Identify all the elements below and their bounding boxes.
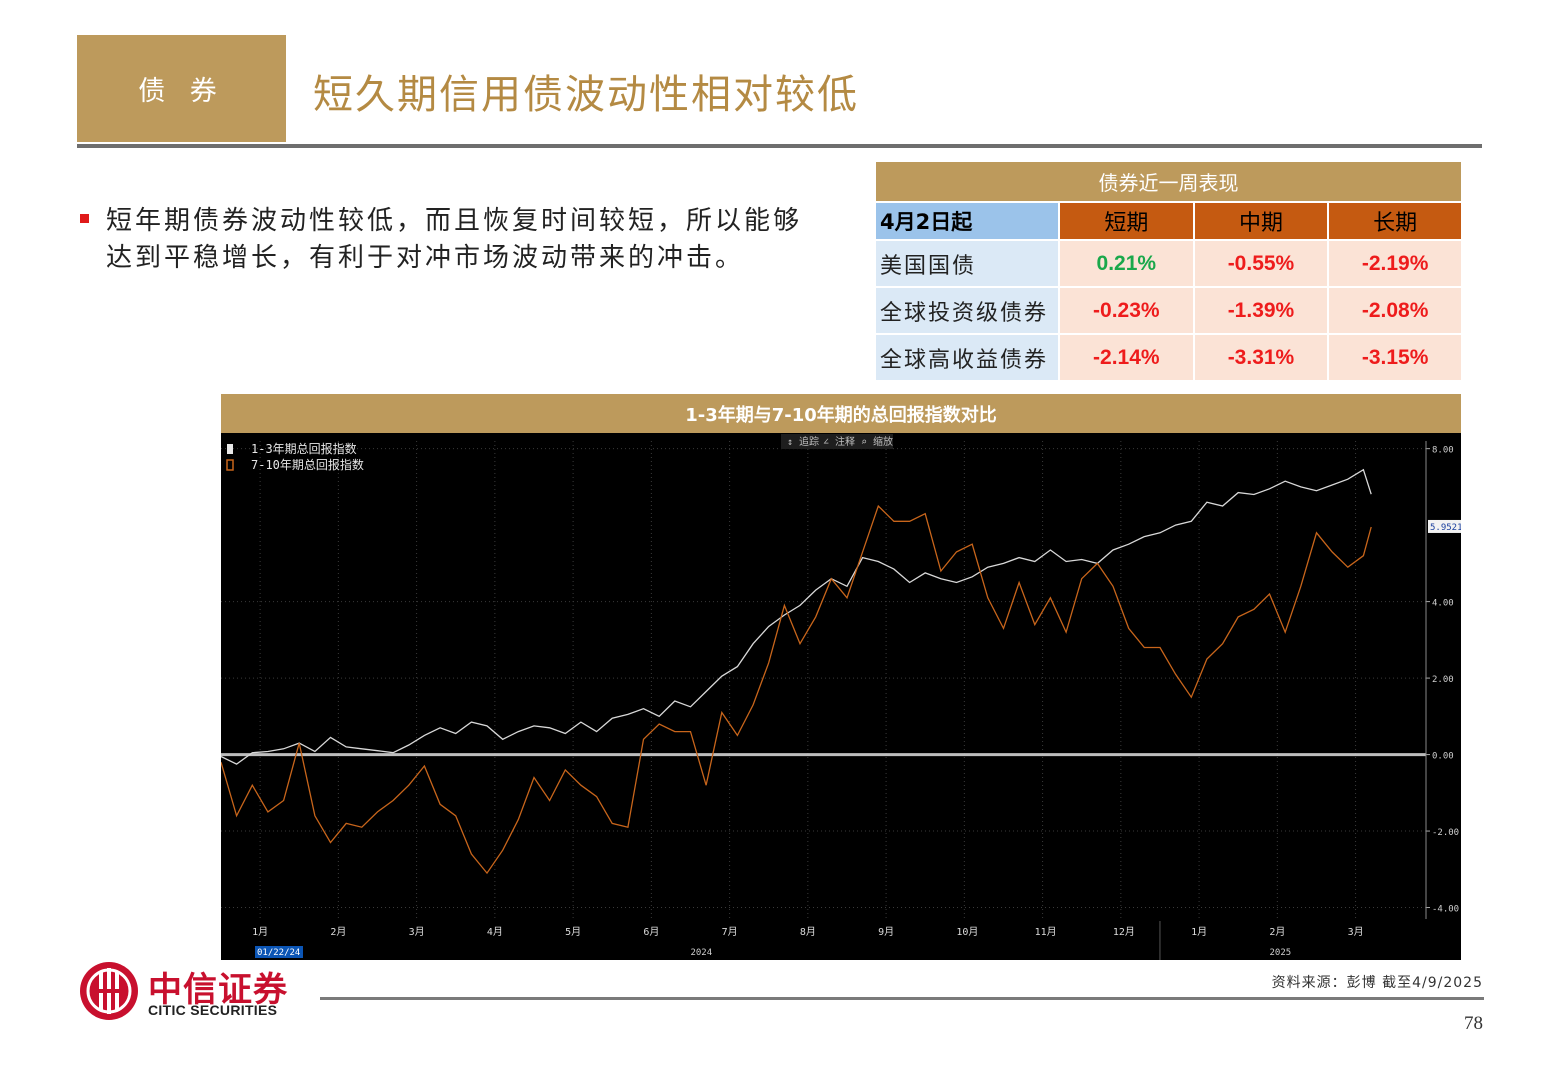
legend-label-series2: 7-10年期总回报指数: [251, 457, 364, 472]
table-cell: -0.55%: [1192, 239, 1329, 287]
legend-swatch-series2: [226, 459, 234, 471]
table-col-short: 短期: [1058, 201, 1194, 240]
legend-label-series1: 1-3年期总回报指数: [251, 441, 357, 456]
x-tick-label: 11月: [1035, 926, 1057, 938]
table-cell: -3.15%: [1327, 333, 1461, 380]
legend-swatch-series1: [227, 444, 233, 454]
x-tick-label: 5月: [565, 926, 581, 938]
section-label: 债 券: [77, 35, 286, 142]
x-tick-label: 1月: [252, 926, 268, 938]
y-tick-label: 2.00: [1432, 675, 1454, 685]
x-tick-label: 3月: [409, 926, 425, 938]
y-tick-label: -4.00: [1432, 905, 1459, 915]
toolbar-annotate-button[interactable]: ∠ 注释: [823, 435, 855, 448]
source-note: 资料来源：彭博 截至4/9/2025: [1271, 975, 1483, 991]
last-value-label: 5.9521: [1430, 523, 1461, 533]
x-tick-label: 6月: [643, 926, 659, 938]
table-col-mid: 中期: [1192, 201, 1329, 240]
table-cell: -2.19%: [1327, 239, 1461, 287]
footer-divider: [320, 997, 1484, 1000]
chart-toolbar: [781, 434, 893, 449]
x-tick-label: 12月: [1113, 926, 1135, 938]
table-row: 美国国债 0.21% -0.55% -2.19%: [876, 239, 1461, 287]
x-tick-label: 10月: [956, 926, 978, 938]
toolbar-zoom-button[interactable]: ⌕ 缩放: [861, 435, 893, 448]
last-value-box: [1428, 519, 1461, 533]
table-col-long: 长期: [1327, 201, 1461, 240]
x-tick-label: 7月: [722, 926, 738, 938]
table-cell: -1.39%: [1192, 286, 1329, 334]
bullet-square-icon: [80, 214, 89, 223]
table-cell: -2.08%: [1327, 286, 1461, 334]
section-label-text: 债 券: [138, 76, 225, 107]
table-row: 全球投资级债券 -0.23% -1.39% -2.08%: [876, 286, 1461, 334]
line-chart: 1-3年期与7-10年期的总回报指数对比 8.00 4.00 2.00 0.00 -2.…: [221, 394, 1461, 960]
logo-chinese-name: 中信证券: [148, 970, 288, 1010]
table-cell: -2.14%: [1058, 333, 1194, 380]
x-tick-label: 8月: [800, 926, 816, 938]
citic-logo: 中信证券 CITIC SECURITIES: [78, 960, 338, 1022]
table-cell: 0.21%: [1058, 239, 1194, 287]
x-tick-label: 4月: [487, 926, 503, 938]
chart-background: [221, 433, 1461, 960]
table-row: 全球高收益债券 -2.14% -3.31% -3.15%: [876, 333, 1461, 380]
page-title: 短久期信用债波动性相对较低: [313, 72, 859, 118]
x-tick-label: 3月: [1348, 926, 1364, 938]
y-tick-label: 0.00: [1432, 752, 1454, 762]
logo-english-name: CITIC SECURITIES: [148, 1002, 278, 1018]
table-cell: -3.31%: [1192, 333, 1329, 380]
title-divider: [77, 144, 1482, 148]
table-row-label: 全球投资级债券: [876, 286, 1059, 334]
x-tick-label: 2月: [1269, 926, 1285, 938]
date-tag-box: [255, 946, 303, 958]
table-row-label: 美国国债: [876, 239, 1059, 287]
page-number: 78: [1464, 1013, 1483, 1034]
chart-canvas: 8.00 4.00 2.00 0.00 -2.00 -4.00 5.9521 1月 2月 3月 4…: [221, 433, 1461, 960]
citic-emblem-icon: [80, 962, 138, 1020]
bond-performance-table: 债券近一周表现 4月2日起 短期 中期 长期 美国国债 0.21% -0.55%…: [876, 162, 1461, 380]
series-line-2: [221, 504, 1372, 875]
series-line-1: [221, 468, 1372, 765]
year-label: 2024: [690, 948, 712, 958]
chart-title: 1-3年期与7-10年期的总回报指数对比: [221, 394, 1461, 433]
toolbar-track-button[interactable]: ↕ 追踪: [787, 435, 819, 448]
table-title: 债券近一周表现: [876, 162, 1461, 202]
date-tag-label: 01/22/24: [257, 948, 300, 958]
y-tick-label: 4.00: [1432, 599, 1454, 609]
y-tick-label: 8.00: [1432, 446, 1454, 456]
x-tick-label: 2月: [330, 926, 346, 938]
year-label: 2025: [1270, 948, 1292, 958]
x-tick-label: 9月: [878, 926, 894, 938]
bullet-text: 短年期债券波动性较低，而且恢复时间较短，所以能够达到平稳增长，有利于对冲市场波动…: [106, 206, 803, 273]
bullet-point: 短年期债券波动性较低，而且恢复时间较短，所以能够达到平稳增长，有利于对冲市场波动…: [80, 203, 810, 277]
x-tick-label: 1月: [1191, 926, 1207, 938]
table-cell: -0.23%: [1058, 286, 1194, 334]
table-date-label: 4月2日起: [876, 201, 1059, 240]
table-row-label: 全球高收益债券: [876, 333, 1059, 380]
y-tick-label: -2.00: [1432, 828, 1459, 838]
